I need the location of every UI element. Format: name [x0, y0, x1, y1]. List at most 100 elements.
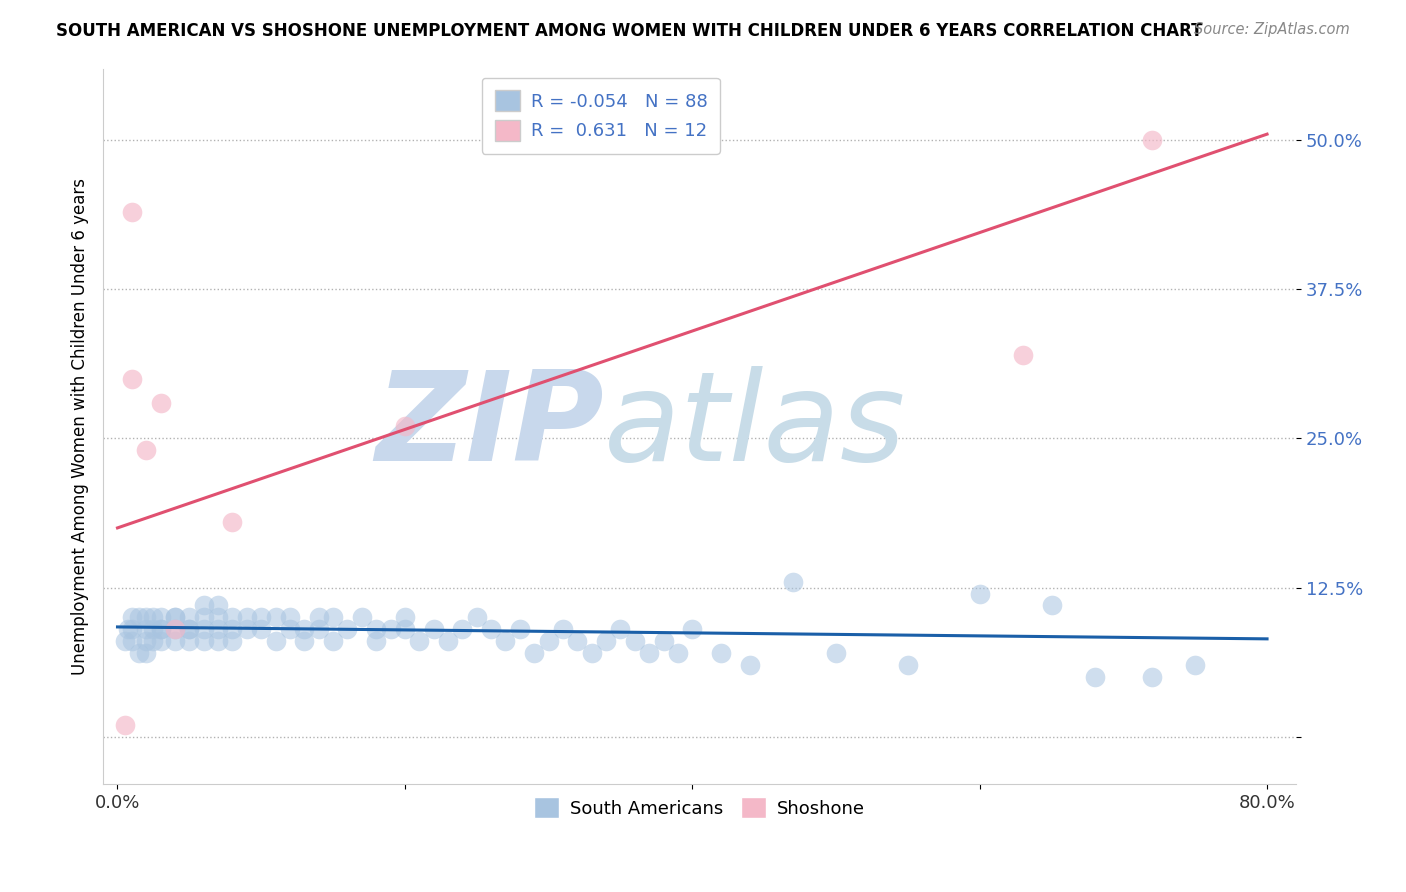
- Point: [207, 610, 229, 624]
- Point: [1040, 599, 1063, 613]
- Point: [135, 610, 157, 624]
- Point: [250, 623, 273, 637]
- Point: [308, 610, 330, 624]
- Point: [135, 646, 157, 660]
- Point: [308, 623, 330, 637]
- Point: [479, 623, 502, 637]
- Point: [236, 623, 259, 637]
- Point: [121, 372, 143, 386]
- Point: [149, 623, 172, 637]
- Point: [465, 610, 488, 624]
- Point: [149, 634, 172, 648]
- Point: [207, 599, 229, 613]
- Point: [1140, 670, 1163, 684]
- Point: [121, 623, 143, 637]
- Point: [523, 646, 546, 660]
- Point: [394, 419, 416, 434]
- Point: [551, 623, 574, 637]
- Point: [163, 623, 186, 637]
- Point: [121, 610, 143, 624]
- Point: [567, 634, 589, 648]
- Point: [969, 586, 991, 600]
- Text: Source: ZipAtlas.com: Source: ZipAtlas.com: [1194, 22, 1350, 37]
- Point: [114, 718, 136, 732]
- Point: [623, 634, 645, 648]
- Point: [278, 623, 301, 637]
- Point: [738, 658, 761, 673]
- Point: [350, 610, 373, 624]
- Point: [652, 634, 675, 648]
- Point: [149, 623, 172, 637]
- Point: [114, 634, 136, 648]
- Point: [1011, 348, 1033, 362]
- Point: [193, 599, 215, 613]
- Point: [179, 610, 201, 624]
- Point: [394, 610, 416, 624]
- Point: [264, 610, 287, 624]
- Point: [509, 623, 531, 637]
- Point: [163, 634, 186, 648]
- Point: [451, 623, 474, 637]
- Point: [437, 634, 460, 648]
- Point: [366, 634, 388, 648]
- Point: [394, 623, 416, 637]
- Point: [897, 658, 920, 673]
- Point: [380, 623, 402, 637]
- Point: [366, 623, 388, 637]
- Point: [825, 646, 848, 660]
- Point: [163, 623, 186, 637]
- Point: [666, 646, 689, 660]
- Point: [581, 646, 603, 660]
- Point: [149, 610, 172, 624]
- Point: [163, 610, 186, 624]
- Y-axis label: Unemployment Among Women with Children Under 6 years: Unemployment Among Women with Children U…: [72, 178, 89, 675]
- Point: [179, 623, 201, 637]
- Point: [179, 634, 201, 648]
- Point: [207, 634, 229, 648]
- Point: [495, 634, 517, 648]
- Point: [221, 623, 243, 637]
- Point: [193, 634, 215, 648]
- Point: [221, 634, 243, 648]
- Point: [193, 610, 215, 624]
- Point: [408, 634, 430, 648]
- Text: ZIP: ZIP: [375, 366, 605, 487]
- Text: atlas: atlas: [605, 366, 907, 487]
- Point: [128, 646, 150, 660]
- Point: [681, 623, 703, 637]
- Point: [149, 395, 172, 409]
- Point: [595, 634, 617, 648]
- Point: [142, 634, 165, 648]
- Point: [322, 610, 344, 624]
- Point: [292, 634, 315, 648]
- Point: [135, 443, 157, 458]
- Point: [163, 610, 186, 624]
- Point: [638, 646, 661, 660]
- Point: [207, 623, 229, 637]
- Point: [537, 634, 560, 648]
- Point: [142, 610, 165, 624]
- Point: [135, 634, 157, 648]
- Point: [264, 634, 287, 648]
- Point: [128, 610, 150, 624]
- Point: [278, 610, 301, 624]
- Point: [221, 610, 243, 624]
- Point: [422, 623, 444, 637]
- Point: [121, 204, 143, 219]
- Point: [609, 623, 631, 637]
- Point: [135, 623, 157, 637]
- Point: [236, 610, 259, 624]
- Point: [1084, 670, 1107, 684]
- Point: [121, 634, 143, 648]
- Point: [117, 623, 139, 637]
- Text: SOUTH AMERICAN VS SHOSHONE UNEMPLOYMENT AMONG WOMEN WITH CHILDREN UNDER 6 YEARS : SOUTH AMERICAN VS SHOSHONE UNEMPLOYMENT …: [56, 22, 1202, 40]
- Point: [250, 610, 273, 624]
- Point: [710, 646, 733, 660]
- Point: [221, 515, 243, 529]
- Point: [782, 574, 804, 589]
- Point: [1184, 658, 1206, 673]
- Point: [193, 623, 215, 637]
- Point: [292, 623, 315, 637]
- Point: [142, 623, 165, 637]
- Point: [336, 623, 359, 637]
